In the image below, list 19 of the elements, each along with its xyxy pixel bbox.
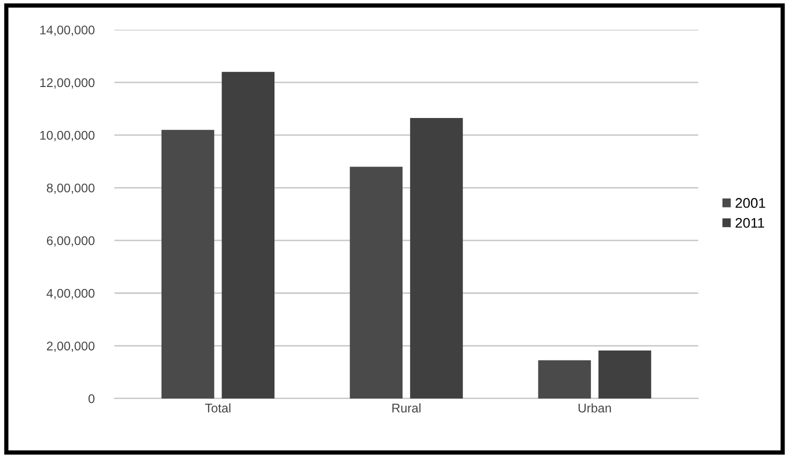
bar (598, 350, 652, 398)
bar (222, 72, 274, 398)
legend-label: 2001 (736, 198, 766, 208)
x-tick-label: Total (205, 403, 230, 413)
y-tick-label: 6,00,000 (46, 236, 94, 247)
y-tick-label: 8,00,000 (46, 184, 94, 194)
y-tick-label: 2,00,000 (46, 342, 94, 352)
y-tick-label: 14,00,000 (40, 26, 94, 36)
y-tick-label: 12,00,000 (40, 78, 94, 89)
y-tick-label: 0 (88, 394, 94, 404)
x-tick-label: Rural (392, 403, 420, 413)
y-tick-label: 4,00,000 (46, 288, 94, 300)
legend-label: 2011 (736, 218, 764, 228)
bar (410, 118, 463, 398)
y-tick-label: 10,00,000 (40, 130, 94, 142)
bar (538, 360, 591, 398)
x-tick-label: Urban (578, 403, 611, 413)
bar (350, 166, 403, 398)
bar (161, 130, 214, 398)
